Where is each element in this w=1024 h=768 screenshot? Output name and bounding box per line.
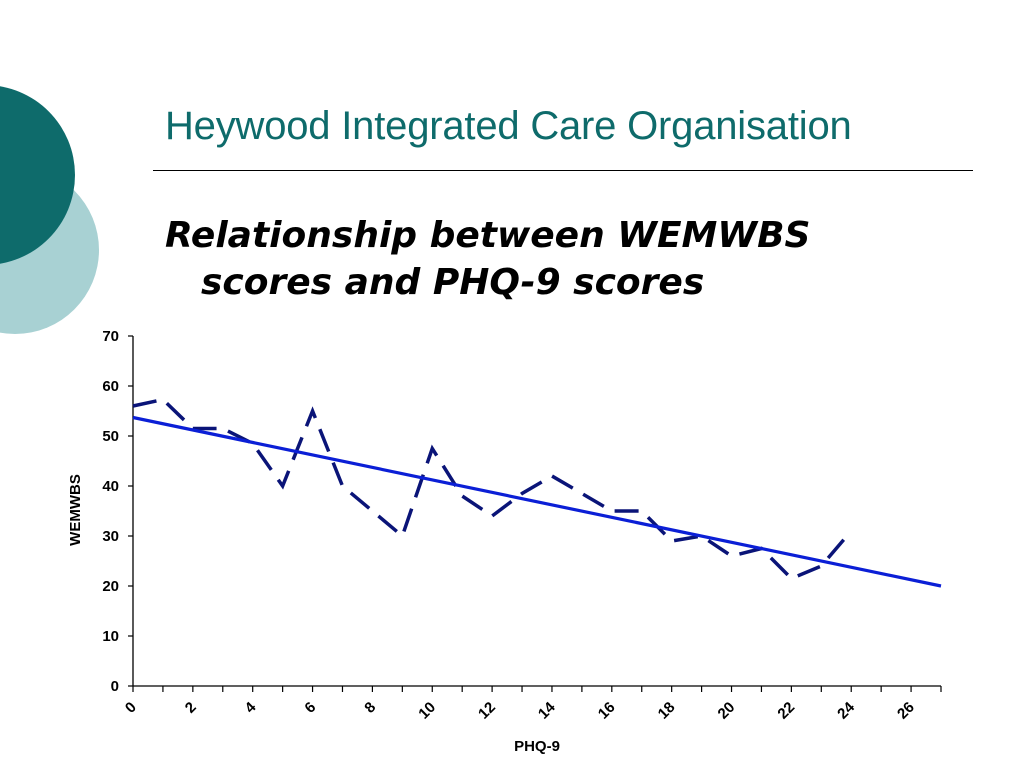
chart-heading: Relationship between WEMWBS scores and P…	[165, 212, 945, 306]
y-tick-label: 60	[102, 378, 119, 395]
y-tick-label: 20	[102, 578, 119, 595]
title-divider	[153, 170, 973, 171]
x-tick-label: 24	[834, 698, 858, 722]
x-tick-label: 26	[894, 699, 918, 723]
x-tick-label: 18	[655, 699, 679, 723]
decorative-circles	[0, 86, 99, 334]
chart-heading-line-2: scores and PHQ-9 scores	[201, 262, 705, 303]
chart-marks	[132, 397, 942, 588]
observed-scores-line	[132, 397, 853, 581]
y-tick-label: 40	[102, 478, 119, 495]
y-tick-label: 30	[102, 528, 119, 545]
x-tick-label: 2	[182, 699, 200, 717]
x-tick-label: 4	[242, 698, 260, 716]
x-tick-label: 10	[415, 699, 439, 723]
x-tick-label: 20	[715, 699, 739, 723]
x-tick-label: 22	[774, 699, 798, 723]
dark-teal-circle	[0, 86, 75, 264]
x-tick-label: 6	[301, 699, 319, 717]
x-axis-label: PHQ-9	[514, 738, 560, 755]
chart-heading-line-1: Relationship between WEMWBS	[165, 215, 811, 256]
y-tick-label: 50	[102, 428, 119, 445]
slide-title: Heywood Integrated Care Organisation	[165, 104, 852, 148]
y-tick-label: 0	[111, 678, 119, 695]
y-tick-label: 10	[102, 628, 119, 645]
linear-trend-line	[132, 415, 942, 588]
x-tick-label: 12	[475, 699, 499, 723]
x-tick-label: 0	[122, 699, 140, 717]
y-tick-label: 70	[102, 328, 119, 345]
x-tick-label: 14	[535, 698, 559, 722]
y-axis-label: WEMWBS	[67, 474, 84, 546]
x-tick-label: 8	[361, 699, 379, 717]
x-tick-label: 16	[595, 699, 619, 723]
